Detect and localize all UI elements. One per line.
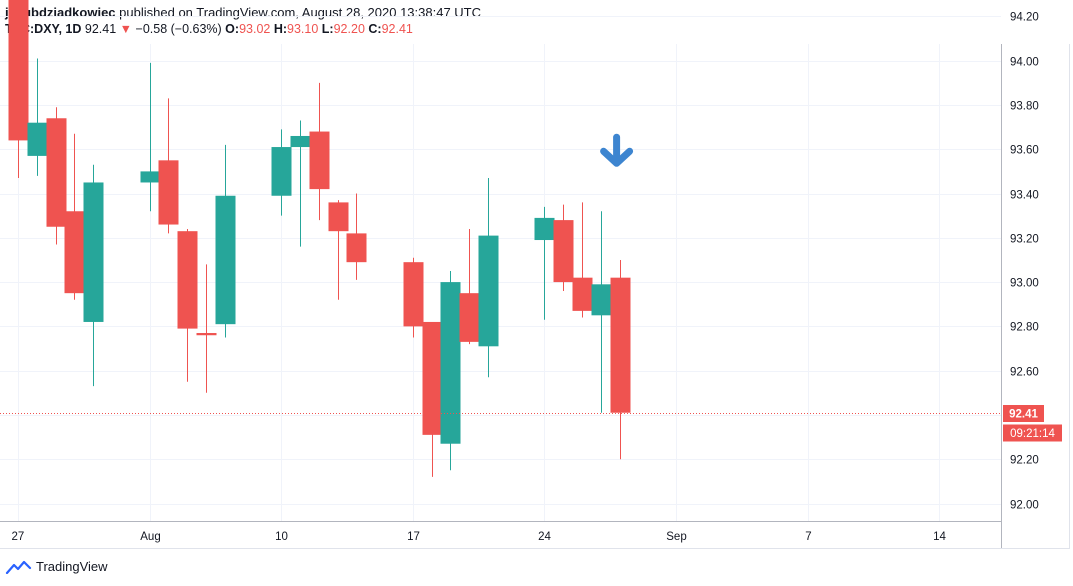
time-tick-label: 17 bbox=[407, 531, 420, 543]
price-chart[interactable]: 94.6094.4094.2094.0093.8093.6093.4093.20… bbox=[0, 0, 1073, 556]
candle bbox=[177, 228, 198, 382]
time-tick-label: 24 bbox=[538, 531, 551, 543]
candle bbox=[422, 321, 443, 477]
candle-body bbox=[309, 131, 330, 190]
candle-body bbox=[440, 282, 461, 444]
candle-body bbox=[459, 293, 480, 342]
arrow-head bbox=[600, 147, 634, 167]
time-tick-label: Sep bbox=[666, 531, 686, 543]
candle-body bbox=[64, 211, 85, 294]
time-tick-label: Aug bbox=[140, 531, 160, 543]
candle bbox=[553, 204, 574, 291]
candle-body bbox=[591, 284, 612, 316]
time-axis: 27 Aug 10 17 24 Sep 7 14 bbox=[12, 531, 947, 543]
candle-body bbox=[478, 235, 499, 347]
down-arrow-annotation bbox=[600, 133, 634, 167]
change-value: −0.58 (−0.63%) bbox=[135, 22, 222, 36]
price-tick-label: 93.60 bbox=[1010, 145, 1039, 157]
last-price-badge-bg bbox=[1003, 405, 1044, 422]
candle bbox=[215, 144, 236, 338]
price-tick-label: 93.40 bbox=[1010, 190, 1039, 202]
tradingview-brand: TradingView bbox=[36, 559, 108, 574]
price-tick-label: 93.00 bbox=[1010, 278, 1039, 290]
candle-body bbox=[553, 220, 574, 283]
time-tick-label: 10 bbox=[275, 531, 288, 543]
candle-body bbox=[140, 171, 161, 183]
candle bbox=[64, 133, 85, 300]
candle bbox=[403, 257, 424, 338]
price-tick-label: 94.20 bbox=[1010, 12, 1039, 24]
price-tick-label: 93.80 bbox=[1010, 101, 1039, 113]
candle bbox=[478, 178, 499, 378]
candle-body bbox=[422, 321, 443, 435]
candle bbox=[591, 211, 612, 413]
open-label: O: bbox=[225, 22, 240, 36]
candle-body bbox=[215, 195, 236, 325]
high-label: H: bbox=[273, 22, 288, 36]
candle-body bbox=[177, 231, 198, 329]
candle-body bbox=[346, 233, 367, 263]
time-tick-label: 7 bbox=[805, 531, 811, 543]
time-tick-label: 14 bbox=[933, 531, 946, 543]
change-arrow-icon: ▼ bbox=[119, 22, 133, 36]
candle bbox=[8, 0, 29, 179]
candle-body bbox=[290, 135, 311, 148]
candle-body bbox=[271, 147, 292, 196]
candle-body bbox=[27, 122, 48, 156]
candle-body bbox=[158, 160, 179, 225]
candle-body bbox=[328, 202, 349, 232]
price-tick-label: 92.00 bbox=[1010, 500, 1039, 512]
candle bbox=[271, 129, 292, 216]
candle-body bbox=[83, 182, 104, 322]
candle bbox=[158, 98, 179, 234]
price-tick-label: 94.00 bbox=[1010, 57, 1039, 69]
tradingview-cloud-icon bbox=[5, 560, 32, 574]
last-price-badge: 92.41 09:21:14 bbox=[1003, 405, 1062, 442]
last-price-badge-text: 92.41 bbox=[1009, 409, 1038, 421]
candle-body bbox=[572, 277, 593, 311]
time-tick-label: 27 bbox=[12, 531, 25, 543]
candle bbox=[27, 58, 48, 176]
candles-layer bbox=[8, 0, 631, 477]
candle bbox=[140, 62, 161, 212]
candle bbox=[328, 200, 349, 300]
candle-body bbox=[196, 333, 217, 336]
last-price: 92.41 bbox=[84, 22, 117, 36]
candle bbox=[309, 82, 330, 221]
countdown-badge-text: 09:21:14 bbox=[1010, 428, 1055, 440]
candle bbox=[572, 202, 593, 318]
candle bbox=[290, 120, 311, 247]
tradingview-logo[interactable]: TradingView bbox=[5, 559, 108, 574]
countdown-badge-bg bbox=[1003, 424, 1062, 442]
candle-body bbox=[46, 118, 67, 227]
open-value: 93.02 bbox=[239, 22, 271, 36]
candle bbox=[196, 264, 217, 393]
candle-body bbox=[534, 217, 555, 241]
close-label: C: bbox=[368, 22, 382, 36]
candle bbox=[46, 107, 67, 245]
price-tick-label: 92.80 bbox=[1010, 322, 1039, 334]
candle-body bbox=[403, 262, 424, 327]
close-value: 92.41 bbox=[381, 22, 413, 36]
low-value: 92.20 bbox=[333, 22, 365, 36]
candle bbox=[83, 164, 104, 387]
candle bbox=[440, 271, 461, 471]
candle-body bbox=[8, 0, 29, 141]
price-tick-label: 92.20 bbox=[1010, 455, 1039, 467]
low-label: L: bbox=[321, 22, 334, 36]
high-value: 93.10 bbox=[287, 22, 319, 36]
candle bbox=[459, 228, 480, 345]
price-tick-label: 93.20 bbox=[1010, 234, 1039, 246]
candle-body bbox=[610, 277, 631, 413]
candle bbox=[346, 193, 367, 280]
candle bbox=[534, 206, 555, 320]
candle bbox=[610, 259, 631, 460]
price-tick-label: 92.60 bbox=[1010, 367, 1039, 379]
